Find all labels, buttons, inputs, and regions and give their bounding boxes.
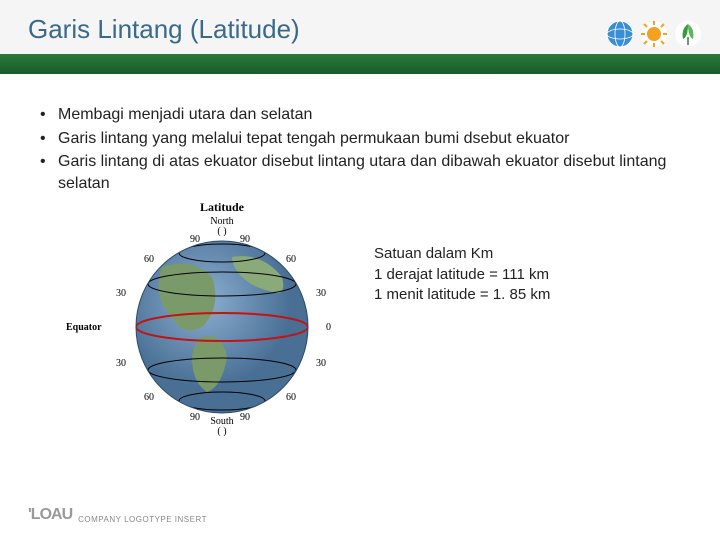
equator-label: Equator [66,322,102,333]
info-line: 1 menit latitude = 1. 85 km [374,285,550,305]
lat-60-sl: 60 [144,392,154,403]
lat-60-nl: 60 [144,254,154,265]
bullet-item: Garis lintang yang melalui tepat tengah … [34,128,686,150]
lat-90-nr: 90 [240,234,250,245]
lat-90-nl: 90 [190,234,200,245]
lat-60-sr: 60 [286,392,296,403]
slide-header: Garis Lintang (Latitude) [0,0,720,74]
globe-icon [604,18,636,50]
footer-text: COMPANY LOGOTYPE INSERT [78,515,207,524]
lat-0: 0 [326,322,331,333]
north-label: North ( ) [82,217,362,237]
lower-section: Latitude North ( ) 90 90 60 60 30 30 Equ… [34,200,686,437]
diagram-title: Latitude [82,200,362,215]
lat-90-sr: 90 [240,412,250,423]
header-icons [604,18,704,50]
globe-svg [132,237,312,417]
bullet-item: Garis lintang di atas ekuator disebut li… [34,151,686,194]
lat-30-sr: 30 [316,358,326,369]
lat-30-nl: 30 [116,288,126,299]
slide-content: Membagi menjadi utara dan selatan Garis … [0,74,720,437]
lat-90-sl: 90 [190,412,200,423]
info-text: Satuan dalam Km 1 derajat latitude = 111… [362,200,550,437]
logo-mark: 'LOau [28,506,72,524]
slide-footer: 'LOau COMPANY LOGOTYPE INSERT [28,506,207,524]
info-line: Satuan dalam Km [374,244,550,264]
lat-60-nr: 60 [286,254,296,265]
latitude-diagram: Latitude North ( ) 90 90 60 60 30 30 Equ… [82,200,362,437]
south-label: South ( ) [82,417,362,437]
lat-30-sl: 30 [116,358,126,369]
info-line: 1 derajat latitude = 111 km [374,265,550,285]
bullet-item: Membagi menjadi utara dan selatan [34,104,686,126]
sun-icon [638,18,670,50]
bullet-list: Membagi menjadi utara dan selatan Garis … [34,104,686,194]
leaf-icon [672,18,704,50]
lat-30-nr: 30 [316,288,326,299]
